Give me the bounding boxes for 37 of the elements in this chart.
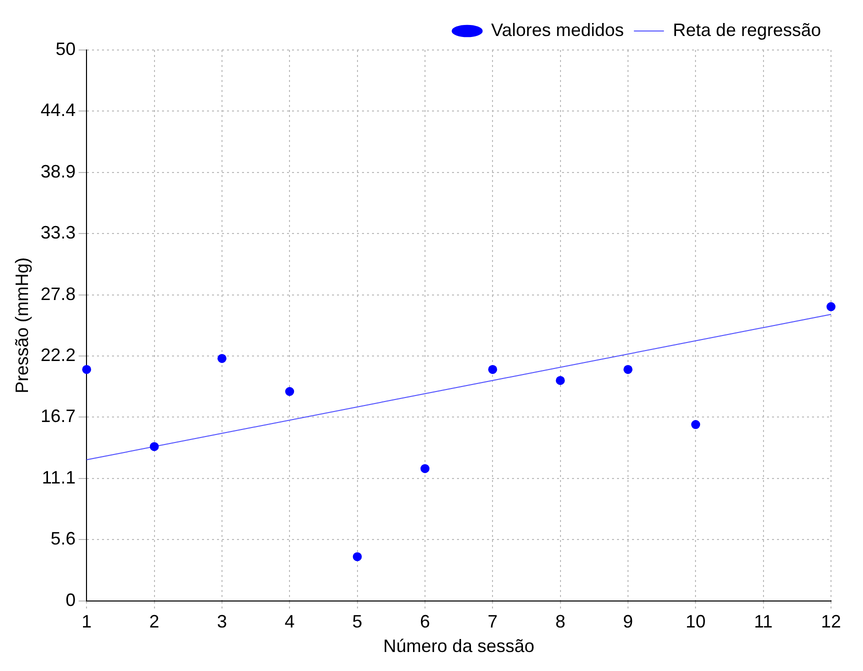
point [556, 376, 565, 385]
legend-label: Valores medidos [491, 20, 624, 40]
y-tick-label: 16.7 [40, 406, 76, 426]
y-tick-label: 0 [66, 590, 76, 610]
x-tick-label: 5 [352, 612, 362, 632]
point [285, 386, 294, 396]
x-tick-label: 12 [820, 612, 842, 632]
y-tick-label: 22.2 [40, 344, 76, 365]
point [623, 364, 632, 374]
x-tick-label: 8 [555, 612, 566, 632]
y-tick-label: 38.9 [40, 161, 76, 182]
point [352, 552, 362, 562]
y-axis-title: Pressão (mmHg) [12, 257, 32, 394]
y-tick-label: 5.6 [50, 528, 76, 549]
x-tick-label: 10 [686, 612, 706, 632]
point [691, 420, 700, 430]
x-tick-label: 4 [284, 612, 295, 632]
y-tick-label: 50 [56, 38, 76, 59]
x-tick-label: 3 [216, 612, 227, 632]
x-tick-label: 9 [622, 612, 633, 632]
y-tick-label: 11.1 [42, 467, 76, 488]
point [826, 302, 836, 312]
x-tick-label: 6 [420, 612, 430, 632]
y-tick-label: 27.8 [40, 284, 76, 304]
x-tick-label: 7 [488, 612, 498, 632]
y-tick-label: 44.4 [40, 100, 76, 120]
x-tick-label: 2 [149, 612, 160, 632]
legend-label: Reta de regressão [672, 20, 822, 40]
y-tick-label: 33.3 [40, 222, 76, 243]
x-axis-title: Número da sessão [383, 636, 534, 656]
point [420, 464, 430, 474]
point [150, 442, 159, 452]
point [488, 364, 498, 374]
x-tick-label: 11 [754, 612, 773, 632]
x-tick-label: 1 [82, 612, 92, 632]
point [82, 364, 92, 374]
point [217, 354, 226, 363]
